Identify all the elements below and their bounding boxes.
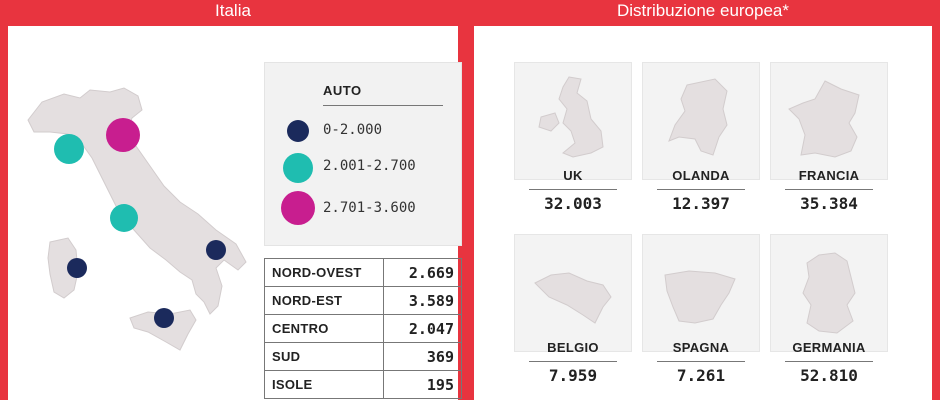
legend-divider bbox=[323, 105, 443, 106]
legend-swatch-dark bbox=[287, 120, 309, 142]
legend-item: 2.001-2.700 bbox=[265, 149, 463, 185]
country-tile bbox=[514, 62, 632, 180]
country-divider bbox=[529, 189, 617, 190]
sardegna-dot bbox=[67, 258, 87, 278]
country-tile bbox=[514, 234, 632, 352]
country-value: 12.397 bbox=[672, 194, 730, 213]
region-name: CENTRO bbox=[264, 314, 384, 343]
region-value: 2.047 bbox=[383, 314, 462, 343]
europa-header: Distribuzione europea* bbox=[474, 0, 932, 26]
country-value: 7.959 bbox=[548, 366, 598, 385]
country-divider bbox=[657, 189, 745, 190]
country-card-spagna: SPAGNA 7.261 bbox=[642, 234, 760, 394]
country-card-uk: UK 32.003 bbox=[514, 62, 632, 222]
italia-panel: Italia AUTO 0-2.000 2.001-2.700 bbox=[0, 0, 466, 400]
legend-swatch-magenta bbox=[281, 191, 315, 225]
legend-title: AUTO bbox=[323, 83, 362, 98]
nord-ovest-dot bbox=[54, 134, 84, 164]
region-value: 369 bbox=[383, 342, 462, 371]
table-row: CENTRO 2.047 bbox=[264, 314, 462, 343]
region-name: SUD bbox=[264, 342, 384, 371]
country-card-belgio: BELGIO 7.959 bbox=[514, 234, 632, 394]
legend-label: 2.001-2.700 bbox=[323, 158, 416, 174]
uk-map-shape bbox=[538, 76, 604, 158]
country-divider bbox=[657, 361, 745, 362]
country-name: FRANCIA bbox=[798, 168, 860, 183]
nord-est-dot bbox=[106, 118, 140, 152]
country-card-germania: GERMANIA 52.810 bbox=[770, 234, 888, 394]
country-name: OLANDA bbox=[672, 168, 730, 183]
legend-item: 0-2.000 bbox=[265, 113, 463, 149]
country-tile bbox=[770, 234, 888, 352]
country-value: 32.003 bbox=[544, 194, 602, 213]
legend-label: 2.701-3.600 bbox=[323, 200, 416, 216]
europa-panel: Distribuzione europea* UK 32.003 OLANDA … bbox=[466, 0, 940, 400]
country-value: 35.384 bbox=[800, 194, 858, 213]
country-value: 52.810 bbox=[800, 366, 858, 385]
region-value: 3.589 bbox=[383, 286, 462, 315]
italy-map bbox=[20, 62, 250, 362]
country-card-francia: FRANCIA 35.384 bbox=[770, 62, 888, 222]
table-row: SUD 369 bbox=[264, 342, 462, 371]
region-name: ISOLE bbox=[264, 370, 384, 399]
region-name: NORD-EST bbox=[264, 286, 384, 315]
region-value: 2.669 bbox=[383, 258, 462, 287]
italia-header: Italia bbox=[8, 0, 458, 26]
centro-dot bbox=[110, 204, 138, 232]
region-name: NORD-OVEST bbox=[264, 258, 384, 287]
legend-item: 2.701-3.600 bbox=[265, 189, 463, 225]
legend-swatch-teal bbox=[283, 153, 313, 183]
country-divider bbox=[785, 189, 873, 190]
netherlands-map-shape bbox=[668, 78, 728, 156]
france-map-shape bbox=[788, 80, 860, 158]
table-row: NORD-OVEST 2.669 bbox=[264, 258, 462, 287]
country-tile bbox=[642, 62, 760, 180]
table-row: NORD-EST 3.589 bbox=[264, 286, 462, 315]
sud-dot bbox=[206, 240, 226, 260]
table-row: ISOLE 195 bbox=[264, 370, 462, 399]
country-tile bbox=[642, 234, 760, 352]
country-name: BELGIO bbox=[547, 340, 599, 355]
country-name: UK bbox=[563, 168, 583, 183]
spain-map-shape bbox=[664, 270, 736, 324]
country-tile bbox=[770, 62, 888, 180]
region-value: 195 bbox=[383, 370, 462, 399]
country-name: SPAGNA bbox=[672, 340, 730, 355]
country-divider bbox=[529, 361, 617, 362]
sicilia-dot bbox=[154, 308, 174, 328]
country-card-olanda: OLANDA 12.397 bbox=[642, 62, 760, 222]
germany-map-shape bbox=[802, 252, 856, 334]
belgium-map-shape bbox=[534, 272, 612, 324]
country-value: 7.261 bbox=[676, 366, 726, 385]
legend-box: AUTO 0-2.000 2.001-2.700 2.701-3.600 bbox=[264, 62, 462, 246]
country-name: GERMANIA bbox=[792, 340, 866, 355]
legend-label: 0-2.000 bbox=[323, 122, 383, 138]
country-divider bbox=[785, 361, 873, 362]
regions-table: NORD-OVEST 2.669 NORD-EST 3.589 CENTRO 2… bbox=[264, 258, 462, 399]
